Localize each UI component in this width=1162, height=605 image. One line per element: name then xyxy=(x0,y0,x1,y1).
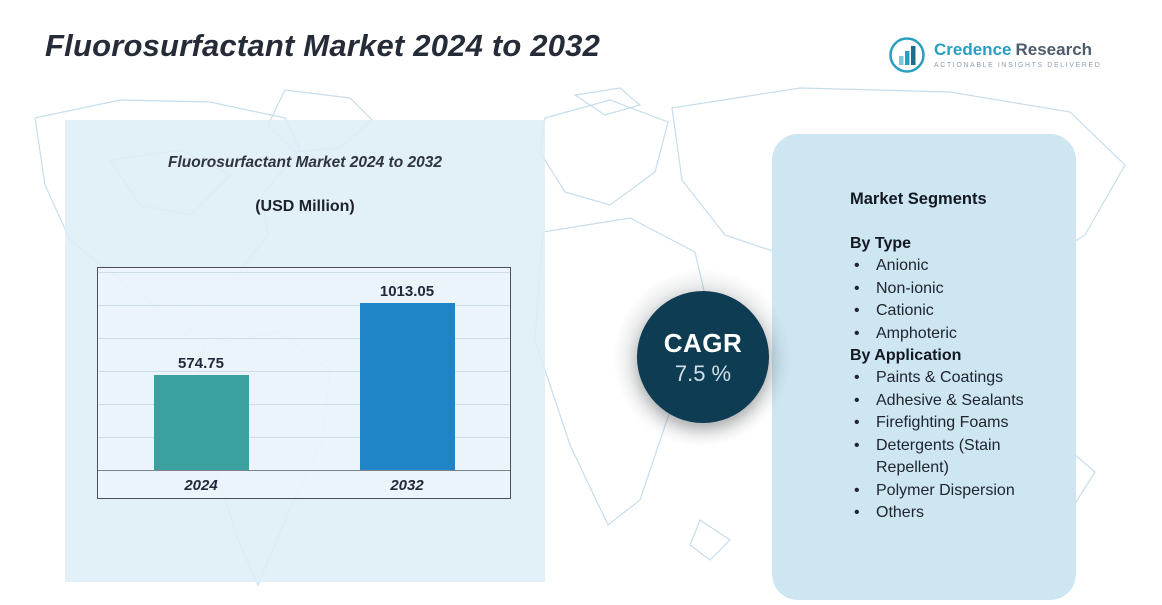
logo-brand-primary: Credence xyxy=(934,39,1012,59)
logo-brand-secondary: Research xyxy=(1015,39,1093,59)
chart-panel: Fluorosurfactant Market 2024 to 2032 (US… xyxy=(65,120,545,582)
segment-item: Amphoteric xyxy=(850,323,1052,346)
segment-item: Cationic xyxy=(850,300,1052,323)
chart-title: Fluorosurfactant Market 2024 to 2032 xyxy=(168,154,442,171)
logo-text: Credence Research Actionable Insights Del… xyxy=(934,39,1102,69)
cagr-value: 7.5 % xyxy=(674,360,732,386)
segment-item: Firefighting Foams xyxy=(850,412,1052,435)
segments-list-by-application: Paints & Coatings Adhesive & Sealants Fi… xyxy=(850,367,1052,525)
cagr-label: CAGR xyxy=(663,327,743,358)
segment-group-by-application: By Application Paints & Coatings Adhesiv… xyxy=(850,345,1052,525)
page-title: Fluorosurfactant Market 2024 to 2032 xyxy=(45,28,601,63)
x-axis-label-2024: 2024 xyxy=(184,476,218,494)
logo-tagline: Actionable Insights Delivered xyxy=(934,61,1102,69)
segment-item: Anionic xyxy=(850,255,1052,278)
bar-chart: 574.75 1013.05 2024 2032 xyxy=(97,267,511,499)
segment-item: Detergents (Stain Repellent) xyxy=(850,435,1052,480)
x-axis-labels: 2024 2032 xyxy=(98,471,510,499)
segment-item: Adhesive & Sealants xyxy=(850,390,1052,413)
bar-value-label: 1013.05 xyxy=(379,283,435,300)
bar-2024: 574.75 xyxy=(153,355,249,470)
market-segments-panel: Market Segments By Type Anionic Non-ioni… xyxy=(772,134,1076,600)
segments-heading-by-type: By Type xyxy=(850,235,912,252)
segment-item: Non-ionic xyxy=(850,278,1052,301)
chart-subtitle: (USD Million) xyxy=(255,198,355,215)
segment-item: Others xyxy=(850,502,1052,525)
segment-item: Paints & Coatings xyxy=(850,367,1052,390)
credence-research-logo: Credence Research Actionable Insights Del… xyxy=(888,36,1101,74)
segments-list-by-type: Anionic Non-ionic Cationic Amphoteric xyxy=(850,255,1052,345)
bar-rect-2032 xyxy=(359,303,455,470)
segment-item: Polymer Dispersion xyxy=(850,480,1052,503)
bar-value-label: 574.75 xyxy=(178,355,224,372)
segment-group-by-type: By Type Anionic Non-ionic Cationic Ampho… xyxy=(850,233,1052,345)
bar-rect-2024 xyxy=(153,375,249,470)
logo-brand: Credence Research xyxy=(934,39,1101,60)
segments-title: Market Segments xyxy=(850,190,987,208)
bar-plot-area: 574.75 1013.05 xyxy=(98,268,510,471)
credence-logo-icon xyxy=(889,37,925,73)
cagr-badge: CAGR 7.5 % xyxy=(637,291,769,423)
x-axis-label-2032: 2032 xyxy=(390,476,424,494)
segments-heading-by-application: By Application xyxy=(850,347,962,364)
bar-2032: 1013.05 xyxy=(359,283,455,470)
